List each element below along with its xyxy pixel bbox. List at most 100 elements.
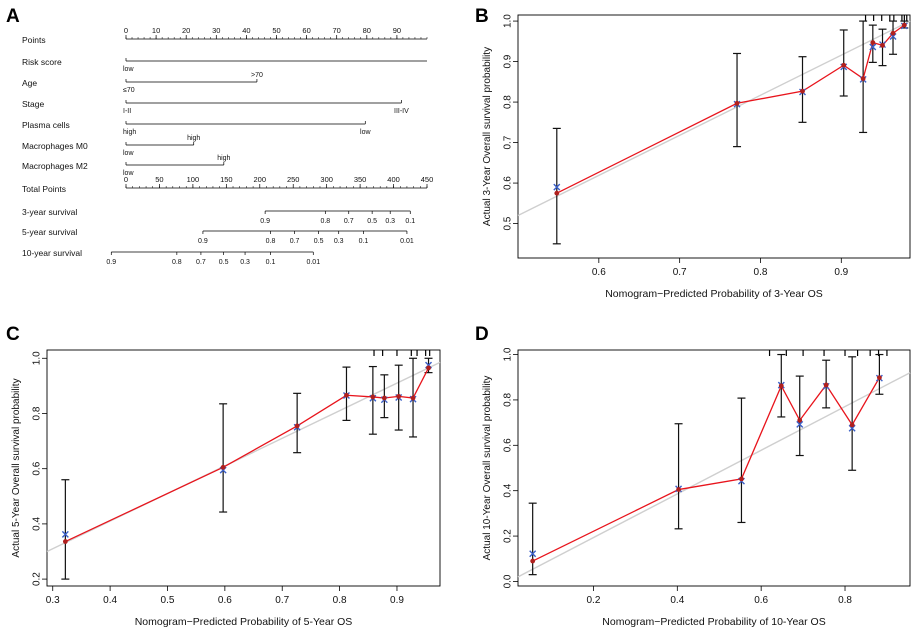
nomogram-probability-label: 0.01 [400,238,414,245]
observed-point [530,558,536,564]
observed-point [396,393,402,399]
x-axis-title: Nomogram−Predicted Probability of 10-Yea… [602,616,825,628]
nomogram-tick-label: 450 [421,175,434,184]
nomogram-category-label: low [123,150,134,157]
observed-point [890,30,896,36]
y-tick-label: 0.2 [503,529,514,543]
nomogram-row-label: Macrophages M2 [22,161,88,171]
calibration-curve [532,377,880,562]
x-tick-label: 0.6 [592,267,606,278]
observed-point [841,62,847,68]
observed-point [410,395,416,401]
bias-corrected-mark [796,420,804,428]
nomogram-row-label: Risk score [22,57,62,67]
y-tick-label: 0.5 [503,216,514,230]
nomogram-row-label: 5-year survival [22,227,77,237]
x-tick-label: 0.9 [390,595,404,606]
nomogram-tick-label: 200 [254,175,267,184]
ideal-reference-line [517,20,911,217]
x-tick-label: 0.2 [587,595,601,606]
panel-letter-a: A [6,6,20,27]
nomogram-category-label: I-II [123,108,131,115]
nomogram-tick-label: 40 [242,26,250,35]
y-tick-label: 0.4 [32,517,43,531]
x-axis-title: Nomogram−Predicted Probability of 5-Year… [135,616,353,628]
nomogram-row-label: Age [22,78,37,88]
nomogram-row-label: Stage [22,99,44,109]
calibration-plot-10-year: 0.2 0.4 0.6 0.8 0.0 0.2 0.4 0.6 0.8 1.0 Nomogram−P… [482,347,911,628]
x-tick-label: 0.9 [834,267,848,278]
observed-point [739,476,744,482]
y-axis-title: Actual 10-Year Overall survival probabil… [482,376,493,561]
nomogram-probability-label: 0.01 [306,259,320,266]
nomogram-tick-label: 0 [124,26,128,35]
ideal-reference-line [517,372,911,578]
observed-point [220,464,226,470]
y-tick-label: 0.6 [503,176,514,190]
observed-point [294,423,300,429]
panel-letter-b: B [475,6,489,27]
y-tick-label: 0.0 [503,574,514,588]
nomogram-category-label: III-IV [394,108,409,115]
nomogram-category-label: ≤70 [123,87,135,94]
y-tick-label: 1.0 [503,14,514,28]
plot-frame [46,349,441,587]
nomogram-tick-label: 90 [393,26,401,35]
nomogram-tick-label: 250 [287,175,300,184]
x-tick-label: 0.6 [754,595,768,606]
plot-frame [517,349,911,587]
nomogram-probability-label: 0.7 [290,238,300,245]
x-tick-label: 0.8 [838,595,852,606]
y-tick-label: 0.7 [503,135,514,149]
nomogram-probability-label: 0.3 [385,218,395,225]
nomogram-tick-label: 80 [363,26,371,35]
x-tick-label: 0.4 [670,595,684,606]
observed-point [870,40,876,45]
bias-corrected-mark [61,530,69,538]
bias-corrected-mark [529,550,537,558]
nomogram-row-label: Macrophages M0 [22,141,88,151]
nomogram-category-label: high [187,135,200,142]
y-tick-label: 0.8 [503,95,514,109]
nomogram-category-label: high [123,129,136,136]
y-tick-label: 0.6 [32,461,43,475]
observed-point [554,190,560,196]
bias-corrected-mark [869,43,877,51]
nomogram-tick-label: 300 [320,175,333,184]
nomogram-probability-label: 0.3 [334,238,344,245]
nomogram-probability-label: 0.5 [367,218,377,225]
observed-point [880,42,885,48]
x-tick-label: 0.7 [275,595,289,606]
nomogram-probability-label: 0.9 [260,218,270,225]
nomogram-probability-label: 0.1 [405,218,415,225]
y-tick-label: 0.4 [503,483,514,497]
nomogram-category-label: >70 [251,72,263,79]
y-tick-label: 1.0 [503,347,514,361]
x-tick-label: 0.8 [754,267,768,278]
x-tick-label: 0.4 [103,595,117,606]
observed-point [860,76,866,81]
nomogram-probability-label: 0.9 [106,259,116,266]
nomogram-probability-label: 0.7 [196,259,206,266]
nomogram-category-label: high [217,155,230,162]
nomogram-category-label: low [360,129,371,136]
nomogram-probability-label: 0.5 [314,238,324,245]
y-tick-label: 0.8 [503,393,514,407]
observed-point [797,417,803,423]
calibration-plot-3-year: 0.6 0.7 0.8 0.9 0.5 0.6 0.7 0.8 0.9 1.0 Nomogram−P… [482,14,911,300]
bias-corrected-mark [848,424,856,432]
observed-point [901,22,907,28]
nomogram-probability-label: 0.8 [266,238,276,245]
nomogram-tick-label: 50 [272,26,280,35]
nomogram-tick-label: 30 [212,26,220,35]
nomogram-category-label: low [123,170,134,177]
nomogram-tick-label: 100 [187,175,200,184]
nomogram-tick-label: 50 [155,175,163,184]
nomogram-probability-label: 0.8 [320,218,330,225]
nomogram-row-label: Plasma cells [22,120,70,130]
observed-point [381,395,387,401]
nomogram-probability-label: 0.9 [198,238,208,245]
observed-point [849,422,855,428]
nomogram-tick-label: 60 [302,26,310,35]
nomogram-row-label: Points [22,35,46,45]
